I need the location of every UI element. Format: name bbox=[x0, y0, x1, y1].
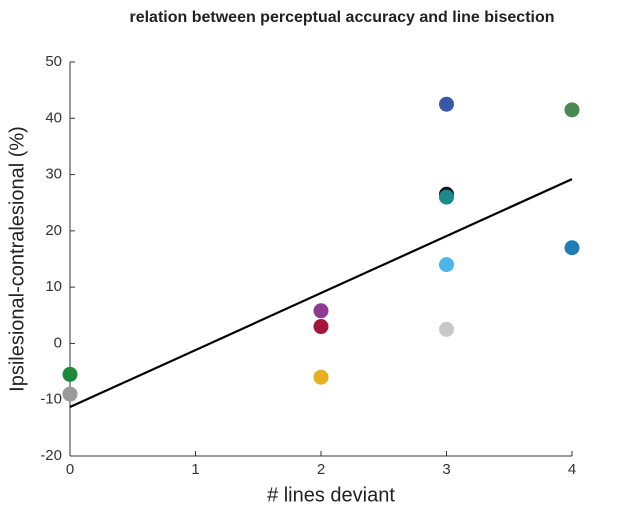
x-tick-label: 4 bbox=[568, 461, 576, 478]
x-tick-label: 3 bbox=[442, 461, 450, 478]
point bbox=[313, 319, 329, 335]
point bbox=[564, 240, 580, 256]
chart-title: relation between perceptual accuracy and… bbox=[129, 9, 554, 26]
y-tick-label: 40 bbox=[45, 109, 62, 126]
y-tick-label: 10 bbox=[45, 278, 62, 295]
point bbox=[313, 369, 329, 385]
y-tick-label: -10 bbox=[40, 391, 62, 408]
point bbox=[62, 366, 78, 382]
y-tick-label: 30 bbox=[45, 166, 62, 183]
y-axis-label: Ipsilesional-contralesional (%) bbox=[6, 126, 28, 392]
y-tick-label: 20 bbox=[45, 222, 62, 239]
point bbox=[439, 189, 454, 205]
point bbox=[313, 303, 329, 319]
point bbox=[439, 96, 454, 112]
x-tick-label: 0 bbox=[66, 461, 74, 478]
x-tick-label: 1 bbox=[191, 461, 199, 478]
y-tick-label: 50 bbox=[45, 53, 62, 70]
point bbox=[564, 102, 580, 118]
y-tick-label: -20 bbox=[40, 447, 62, 464]
y-tick-label: 0 bbox=[54, 334, 62, 351]
x-axis-label: # lines deviant bbox=[267, 484, 395, 506]
x-tick-label: 2 bbox=[317, 461, 325, 478]
point bbox=[439, 321, 454, 337]
point bbox=[62, 386, 78, 402]
fit-line bbox=[69, 178, 573, 409]
point bbox=[439, 257, 454, 273]
